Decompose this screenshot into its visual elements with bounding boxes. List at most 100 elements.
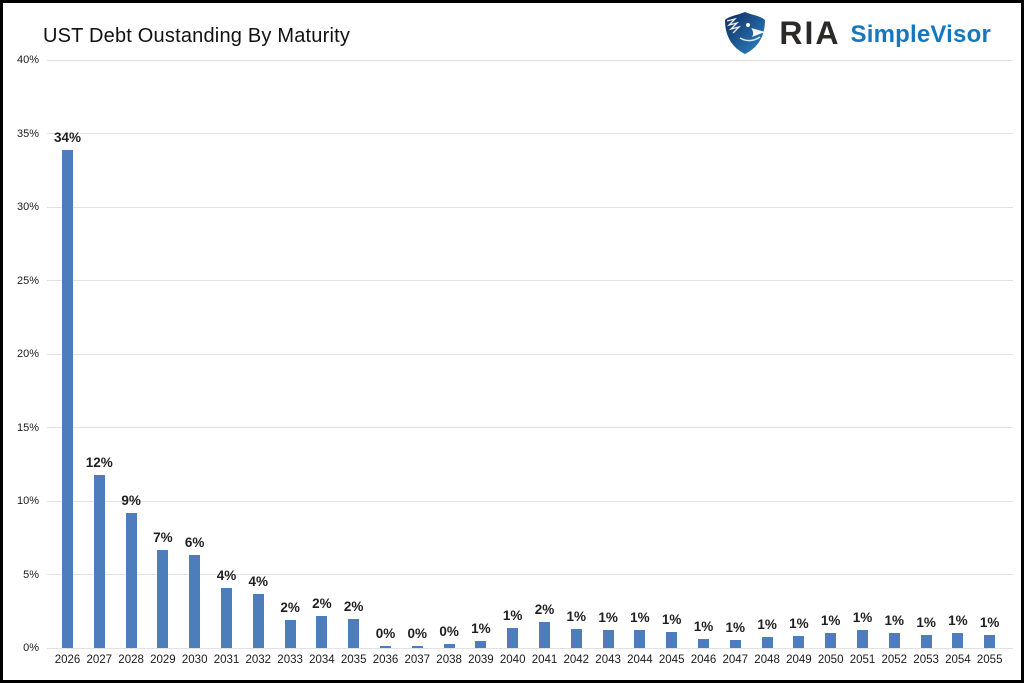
- bar-value-label: 0%: [439, 624, 459, 640]
- x-axis-tick-label: 2032: [245, 654, 272, 666]
- x-axis-tick-label: 2045: [658, 654, 685, 666]
- chart-bar-2048: [761, 636, 773, 648]
- chart-bar-2043: [602, 629, 614, 648]
- bar-value-label: 4%: [248, 573, 269, 589]
- x-axis-tick-label: 2033: [277, 654, 303, 666]
- chart-bar-2031: [221, 587, 232, 648]
- bar-value-label: 1%: [661, 611, 682, 627]
- chart-bar-2050: [825, 632, 837, 648]
- chart-title: UST Debt Oustanding By Maturity: [43, 25, 351, 47]
- x-axis-tick-label: 2053: [913, 654, 939, 666]
- bar-value-label: 0%: [375, 625, 396, 641]
- gridline: [47, 647, 1013, 649]
- x-axis-tick-label: 2026: [54, 654, 81, 666]
- x-axis-tick-label: 2028: [118, 654, 144, 666]
- chart-bar-2045: [666, 631, 678, 648]
- chart-bar-2033: [284, 620, 296, 648]
- x-axis-tick-label: 2034: [309, 654, 335, 666]
- bar-value-label: 1%: [852, 609, 873, 625]
- x-axis-tick-label: 2040: [499, 654, 526, 666]
- chart-bar-2034: [316, 615, 328, 648]
- chart-bar-2039: [475, 640, 487, 648]
- x-axis-tick-label: 2031: [213, 654, 240, 666]
- chart-bar-2049: [793, 635, 805, 648]
- chart-bar-2040: [507, 628, 519, 648]
- chart-bar-2052: [888, 633, 900, 648]
- chart-bar-2030: [189, 555, 201, 648]
- bar-value-label: 9%: [121, 492, 141, 508]
- x-axis-tick-label: 2044: [627, 654, 653, 666]
- bar-value-label: 1%: [820, 612, 841, 628]
- chart-bar-2038: [443, 644, 455, 648]
- x-axis-tick-label: 2035: [340, 654, 367, 666]
- x-axis-tick-label: 2038: [436, 654, 462, 666]
- gridline: [47, 574, 1013, 575]
- bar-value-label: 2%: [534, 602, 555, 618]
- x-axis-tick-label: 2054: [945, 654, 971, 666]
- bar-value-label: 6%: [184, 535, 205, 551]
- y-axis-tick-label: 40%: [16, 54, 39, 66]
- x-axis-tick-label: 2029: [150, 654, 176, 666]
- chart-bar-2053: [920, 634, 932, 648]
- bar-value-label: 1%: [979, 614, 1000, 630]
- gridline: [47, 280, 1013, 281]
- bar-value-label: 1%: [884, 613, 905, 629]
- bar-value-label: 2%: [280, 600, 300, 616]
- gridline: [47, 353, 1013, 355]
- gridline: [47, 133, 1013, 134]
- chart-bar-2046: [698, 639, 709, 648]
- bar-value-label: 1%: [566, 608, 587, 624]
- chart-bar-2036: [380, 645, 391, 648]
- bar-value-label: 2%: [343, 598, 364, 614]
- chart-bar-2047: [729, 639, 741, 648]
- bar-value-label: 1%: [725, 619, 746, 635]
- bar-value-label: 1%: [916, 614, 936, 630]
- bar-value-label: 2%: [312, 595, 332, 611]
- x-axis-tick-label: 2047: [722, 654, 749, 666]
- bar-value-label: 7%: [153, 529, 173, 545]
- chart-bar-2037: [411, 645, 423, 648]
- chart-bar-2055: [984, 634, 996, 648]
- y-axis-tick-label: 5%: [23, 568, 39, 581]
- gridline: [47, 500, 1013, 502]
- chart-bar-2032: [252, 593, 264, 648]
- y-axis-tick-label: 20%: [16, 348, 39, 360]
- x-axis-tick-label: 2039: [468, 654, 494, 666]
- ria-logo-text: RIA: [779, 15, 841, 51]
- chart-bar-2041: [539, 622, 550, 648]
- gridline: [47, 427, 1013, 428]
- chart-bar-2035: [348, 618, 360, 648]
- bar-value-label: 0%: [407, 625, 428, 641]
- x-axis-tick-label: 2046: [690, 654, 717, 666]
- x-axis-tick-label: 2037: [404, 654, 431, 666]
- bar-value-label: 1%: [789, 615, 809, 631]
- bar-value-label: 1%: [502, 608, 523, 624]
- x-axis-tick-label: 2048: [754, 654, 780, 666]
- bar-value-label: 34%: [53, 129, 82, 145]
- bar-value-label: 1%: [630, 609, 650, 625]
- gridline: [47, 59, 1013, 61]
- bar-value-label: 4%: [216, 567, 237, 583]
- eagle-shield-icon: [725, 12, 766, 54]
- x-axis-tick-label: 2027: [86, 654, 113, 666]
- bar-value-label: 1%: [471, 620, 491, 636]
- simplevisor-logo-text: SimpleVisor: [850, 21, 991, 48]
- y-axis-tick-label: 35%: [16, 127, 39, 140]
- x-axis-tick-label: 2042: [563, 654, 590, 666]
- x-axis-tick-label: 2049: [786, 654, 812, 666]
- x-axis-tick-label: 2036: [372, 654, 399, 666]
- chart-bar-2028: [125, 512, 137, 648]
- chart-bar-2042: [570, 628, 582, 648]
- x-axis-tick-label: 2050: [817, 654, 844, 666]
- bar-value-label: 1%: [757, 616, 777, 632]
- x-axis-tick-label: 2055: [976, 654, 1003, 666]
- chart-bar-2029: [157, 549, 169, 648]
- chart-bar-2051: [857, 629, 868, 648]
- y-axis-tick-label: 15%: [16, 421, 39, 434]
- chart-bar-2027: [93, 474, 105, 648]
- x-axis-tick-label: 2041: [531, 654, 558, 666]
- brand-logo: RIA SimpleVisor: [721, 11, 991, 55]
- bar-value-label: 12%: [85, 454, 113, 470]
- gridline: [47, 206, 1013, 208]
